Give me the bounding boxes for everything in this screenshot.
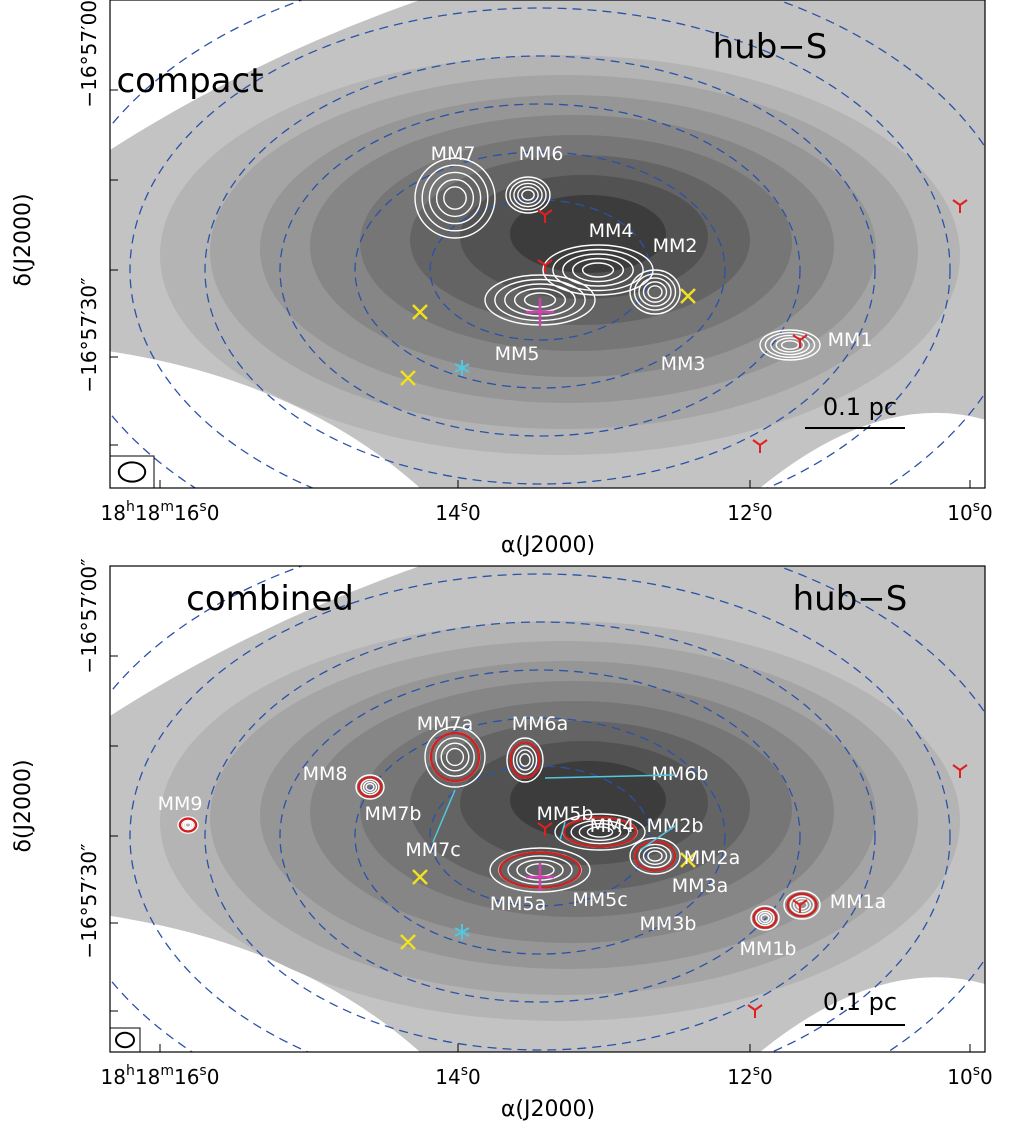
x-tick-part: 14 xyxy=(435,1065,460,1089)
x-tick-part: 18 xyxy=(135,1065,160,1089)
x-tick-part: s xyxy=(753,1063,760,1079)
x-tick-part: 12 xyxy=(727,501,752,525)
x-tick-part: s xyxy=(199,499,206,515)
source-label: MM6 xyxy=(519,143,564,165)
figure: compact hub−S MM7 MM6 MM4 MM2 MM5 MM3 MM1 0.1 pc 1… xyxy=(0,0,1011,1130)
x-tick-part: s xyxy=(199,1063,206,1079)
region-label: hub−S xyxy=(793,579,908,619)
source-label: MM4 xyxy=(590,815,635,837)
x-tick-part: h xyxy=(126,1063,135,1079)
x-tick-part: s xyxy=(461,499,468,515)
y-tick-label: −16°57′00″ xyxy=(77,558,101,673)
x-tick-part: 0 xyxy=(207,1065,220,1089)
source-label: MM7 xyxy=(431,143,476,165)
source-label: MM1b xyxy=(740,938,797,960)
source-label: MM5a xyxy=(490,893,547,915)
scale-bar-label: 0.1 pc xyxy=(823,988,897,1016)
region-label: hub−S xyxy=(713,27,828,67)
x-tick-part: s xyxy=(753,499,760,515)
x-tick-part: h xyxy=(126,499,135,515)
source-label: MM9 xyxy=(158,793,203,815)
source-label: MM3b xyxy=(640,913,697,935)
x-tick-label: 12s0 xyxy=(727,499,772,525)
x-axis-title: α(J2000) xyxy=(501,533,595,558)
x-tick-label: 10s0 xyxy=(947,1063,992,1089)
source-label: MM1a xyxy=(830,891,887,913)
source-label: MM5b xyxy=(537,803,594,825)
source-label: MM2a xyxy=(684,847,741,869)
x-tick-label: 10s0 xyxy=(947,499,992,525)
x-tick-label: 12s0 xyxy=(727,1063,772,1089)
source-label: MM5c xyxy=(572,889,627,911)
x-tick-part: 0 xyxy=(468,1065,481,1089)
y-axis-title: δ(J2000) xyxy=(11,759,36,852)
x-tick-part: 16 xyxy=(174,1065,199,1089)
panel-label: compact xyxy=(116,61,263,101)
x-tick-part: 0 xyxy=(980,501,993,525)
x-tick-part: 0 xyxy=(760,501,773,525)
x-tick-part: m xyxy=(160,1063,174,1079)
source-label: MM3a xyxy=(672,875,729,897)
panel-label: combined xyxy=(186,579,354,619)
x-tick-label: 18h18m16s0 xyxy=(101,1063,220,1089)
scale-bar-label: 0.1 pc xyxy=(823,393,897,421)
beam-box xyxy=(110,1028,140,1052)
source-label: MM3 xyxy=(661,353,706,375)
source-label: MM7c xyxy=(405,839,460,861)
x-axis-title: α(J2000) xyxy=(501,1097,595,1122)
source-label: MM8 xyxy=(303,763,348,785)
y-tick-label: −16°57′30″ xyxy=(77,843,101,958)
y-tick-label: −16°57′30″ xyxy=(77,277,101,392)
x-tick-part: 0 xyxy=(468,501,481,525)
x-tick-part: 0 xyxy=(207,501,220,525)
beam-box xyxy=(110,456,154,488)
x-tick-part: 0 xyxy=(980,1065,993,1089)
source-label: MM7b xyxy=(365,803,422,825)
x-tick-part: s xyxy=(973,499,980,515)
source-label: MM6a xyxy=(512,713,569,735)
source-label: MM1 xyxy=(828,329,873,351)
source-label: MM7a xyxy=(417,713,474,735)
x-tick-part: 18 xyxy=(135,501,160,525)
y-tick-label: −16°57′00″ xyxy=(77,0,101,108)
y-axis-title: δ(J2000) xyxy=(11,193,36,286)
x-tick-part: 12 xyxy=(727,1065,752,1089)
x-tick-part: m xyxy=(160,499,174,515)
x-tick-part: 10 xyxy=(947,1065,972,1089)
x-tick-part: s xyxy=(973,1063,980,1079)
x-tick-label: 14s0 xyxy=(435,1063,480,1089)
source-label: MM4 xyxy=(589,220,634,242)
x-tick-part: 10 xyxy=(947,501,972,525)
x-tick-label: 14s0 xyxy=(435,499,480,525)
source-label: MM5 xyxy=(495,343,540,365)
x-tick-label: 18h18m16s0 xyxy=(101,499,220,525)
x-tick-part: s xyxy=(461,1063,468,1079)
x-tick-part: 18 xyxy=(101,1065,126,1089)
x-tick-part: 16 xyxy=(174,501,199,525)
x-tick-part: 14 xyxy=(435,501,460,525)
x-tick-part: 18 xyxy=(101,501,126,525)
x-tick-part: 0 xyxy=(760,1065,773,1089)
source-label: MM2 xyxy=(653,235,698,257)
source-label: MM6b xyxy=(652,763,709,785)
